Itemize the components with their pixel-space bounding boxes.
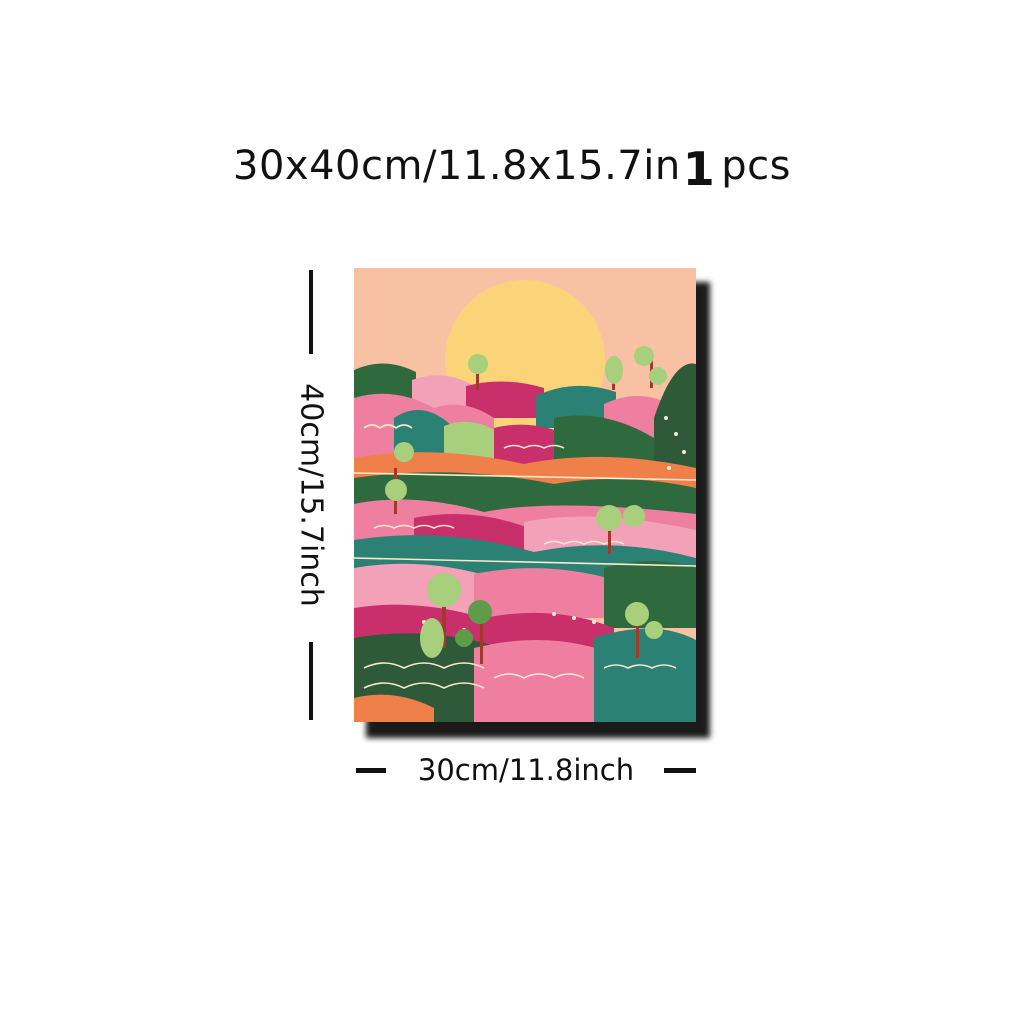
height-line-bottom — [309, 642, 313, 720]
width-line-right — [664, 768, 696, 773]
hill — [554, 415, 654, 468]
quantity-unit: pcs — [721, 143, 791, 189]
height-label: 40cm/15.7inch — [293, 383, 329, 607]
width-line-left — [356, 768, 386, 773]
landscape-painting — [354, 268, 696, 722]
hill — [474, 640, 624, 722]
hill — [354, 694, 434, 722]
hill — [466, 381, 544, 418]
quantity-number: 1 — [682, 142, 716, 196]
height-dimension: 40cm/15.7inch — [294, 270, 329, 720]
width-dimension: 30cm/11.8inch — [356, 753, 696, 787]
hill — [474, 568, 634, 618]
size-text: 30x40cm/11.8x15.7in — [233, 143, 681, 189]
product-size-title: 30x40cm/11.8x15.7in1 pcs — [0, 142, 1024, 196]
field-patterns — [354, 424, 696, 689]
hill — [604, 561, 696, 628]
canvas-artwork — [354, 268, 696, 722]
hill — [354, 563, 494, 618]
trees — [385, 346, 667, 664]
width-label: 30cm/11.8inch — [417, 753, 635, 787]
height-line-top — [309, 270, 313, 354]
hill — [594, 628, 696, 722]
